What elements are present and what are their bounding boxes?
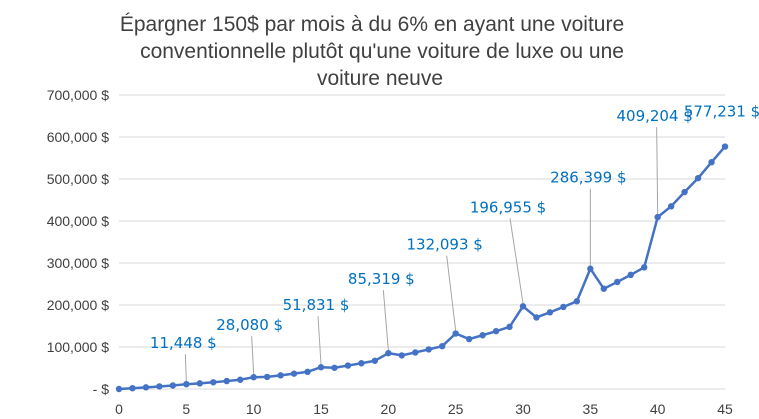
data-point bbox=[183, 380, 190, 388]
data-label: 196,955 $ bbox=[470, 198, 546, 216]
label-leader-line bbox=[251, 336, 255, 375]
data-point bbox=[425, 346, 432, 353]
y-tick-label: - $ bbox=[93, 381, 110, 397]
series-line-group bbox=[118, 145, 726, 391]
data-point bbox=[304, 368, 311, 376]
y-tick-label: 200,000 $ bbox=[47, 297, 109, 313]
data-point bbox=[277, 372, 284, 379]
data-point bbox=[492, 327, 500, 335]
data-label: 85,319 $ bbox=[348, 270, 415, 288]
data-point bbox=[142, 384, 150, 391]
data-point bbox=[627, 271, 634, 279]
data-point bbox=[250, 374, 257, 381]
x-tick-label: 30 bbox=[515, 401, 531, 417]
data-point bbox=[654, 213, 661, 221]
data-point bbox=[533, 314, 540, 321]
data-point bbox=[196, 380, 203, 387]
data-point bbox=[290, 370, 298, 377]
x-tick-label: 40 bbox=[650, 401, 666, 417]
x-tick-label: 25 bbox=[448, 401, 464, 417]
x-tick-label: 35 bbox=[583, 401, 599, 417]
label-leader-line bbox=[509, 218, 524, 304]
data-point bbox=[708, 159, 715, 166]
data-point bbox=[587, 265, 594, 272]
data-point bbox=[385, 349, 392, 357]
x-tick-label: 20 bbox=[381, 401, 397, 417]
y-tick-label: 400,000 $ bbox=[47, 213, 109, 229]
data-point bbox=[721, 143, 729, 150]
series-points bbox=[115, 143, 729, 393]
data-point bbox=[573, 298, 581, 305]
series-line bbox=[118, 145, 726, 391]
data-point bbox=[506, 323, 513, 331]
data-point bbox=[344, 362, 352, 369]
data-point bbox=[115, 385, 123, 393]
x-tick-label: 45 bbox=[717, 401, 733, 417]
data-point bbox=[317, 364, 325, 371]
data-point bbox=[412, 349, 419, 356]
data-point bbox=[546, 309, 554, 316]
data-point bbox=[210, 379, 217, 386]
data-point bbox=[331, 364, 338, 371]
x-tick-label: 10 bbox=[246, 401, 262, 417]
data-label: 409,204 $ bbox=[616, 107, 692, 125]
data-point bbox=[600, 285, 607, 292]
data-label: 132,093 $ bbox=[406, 236, 482, 254]
data-label: 28,080 $ bbox=[216, 316, 283, 334]
label-leader-line bbox=[184, 354, 187, 382]
label-leaders bbox=[184, 127, 659, 382]
data-labels: 11,448 $28,080 $51,831 $ 85,319 $ 132,093 … bbox=[150, 103, 759, 353]
data-point bbox=[560, 303, 567, 311]
data-point bbox=[129, 384, 136, 392]
label-leader-line bbox=[656, 127, 659, 215]
data-label: 51,831 $ bbox=[283, 296, 350, 314]
data-point bbox=[237, 376, 244, 383]
y-tick-label: 600,000 $ bbox=[47, 129, 109, 145]
data-point bbox=[371, 357, 379, 364]
data-point bbox=[614, 278, 621, 286]
data-point bbox=[479, 332, 486, 339]
chart-title-line-3: voiture neuve bbox=[317, 67, 443, 90]
data-point bbox=[452, 330, 459, 337]
y-tick-label: 300,000 $ bbox=[47, 255, 109, 271]
x-tick-label: 15 bbox=[313, 401, 329, 417]
data-point bbox=[156, 383, 163, 390]
data-label: 577,231 $ bbox=[684, 103, 759, 121]
label-leader-line bbox=[446, 255, 457, 331]
x-axis-ticks: 0 5 10 15 20 25 30 35 40 45 bbox=[115, 401, 733, 417]
gridlines bbox=[119, 94, 725, 390]
x-tick-label: 0 bbox=[115, 401, 123, 417]
y-tick-label: 500,000 $ bbox=[47, 171, 109, 187]
data-point bbox=[667, 203, 675, 210]
label-leader-line bbox=[317, 316, 322, 365]
x-tick-label: 5 bbox=[182, 401, 190, 417]
data-label: 11,448 $ bbox=[150, 334, 217, 352]
y-tick-label: 100,000 $ bbox=[47, 339, 109, 355]
y-axis-ticks: - $ 100,000 $ 200,000 $ 300,000 $ 400,000 $ 5… bbox=[47, 87, 110, 397]
data-point bbox=[263, 373, 271, 381]
label-leader-line bbox=[382, 290, 389, 351]
data-point bbox=[223, 377, 230, 385]
data-point bbox=[519, 303, 527, 310]
data-label: 286,399 $ bbox=[550, 169, 626, 187]
data-point bbox=[358, 360, 365, 367]
data-point bbox=[398, 352, 405, 359]
data-point bbox=[439, 342, 446, 350]
chart-title-line-2: conventionnelle plutôt qu'une voiture de… bbox=[140, 40, 624, 63]
data-point bbox=[694, 174, 702, 182]
data-point bbox=[465, 335, 473, 343]
data-point bbox=[641, 264, 648, 271]
data-point bbox=[169, 382, 177, 389]
chart-title: Épargner 150$ par mois à du 6% en ayant … bbox=[120, 13, 624, 90]
data-point bbox=[681, 188, 688, 196]
y-tick-label: 700,000 $ bbox=[47, 87, 109, 103]
chart-title-line-1: Épargner 150$ par mois à du 6% en ayant … bbox=[120, 13, 624, 36]
